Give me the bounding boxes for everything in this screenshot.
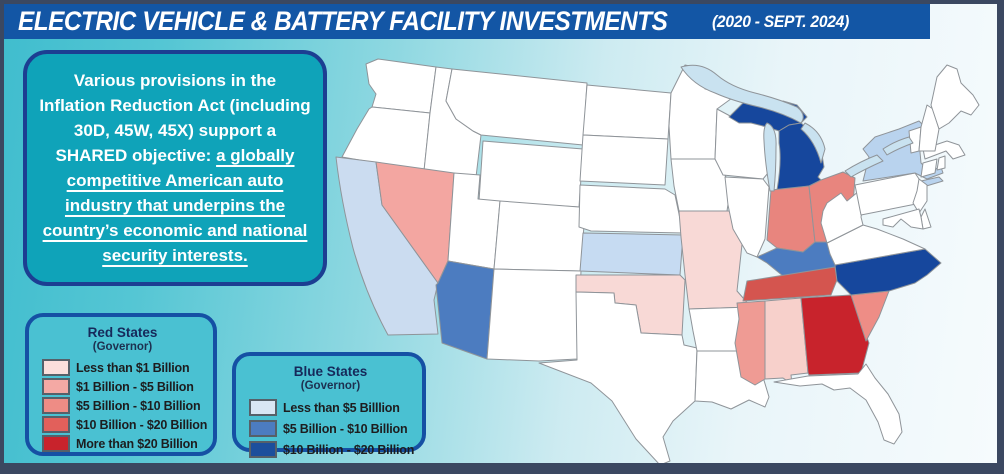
legend-swatch [42,397,70,414]
lake-michigan [763,122,777,192]
legend-label: $10 Billion - $20 Billion [76,417,208,432]
legend-blue-rows: Less than $5 Billlion $5 Billion - $10 Bi… [249,397,415,460]
state-RI [936,155,946,171]
legend-item: $5 Billion - $10 Billion [249,418,412,439]
legend-item: Less than $5 Billlion [249,397,412,418]
lake-ontario [882,136,914,156]
state-WY [478,140,584,208]
lake-erie [844,154,884,178]
state-IN [766,185,816,253]
state-ME [930,64,980,130]
legend-swatch [42,378,70,395]
legend-red-rows: Less than $1 Billion $1 Billion - $5 Bill… [42,358,207,453]
legend-swatch [249,441,277,458]
title-period: (2020 - SEPT. 2024) [711,11,849,31]
legend-red-subtitle: (Governor) [92,341,153,353]
state-TX [538,291,698,463]
legend-item: $10 Billion - $20 Billion [42,415,207,434]
legend-label: $10 Billion - $20 Billion [283,442,415,457]
legend-blue-states: Blue States (Governor) Less than $5 Bill… [232,352,426,458]
legend-label: $5 Billion - $10 Billion [283,421,408,436]
legend-swatch [249,399,277,416]
state-AL [764,297,809,385]
legend-label: More than $20 Billion [76,436,198,451]
legend-label: Less than $1 Billion [76,360,190,375]
state-WA [365,58,437,114]
state-TN [742,266,838,302]
legend-swatch [42,359,70,376]
state-CO [493,200,586,272]
us-choropleth-map [330,44,997,463]
lake-huron [800,122,826,164]
state-WV [820,190,866,244]
legend-label: $1 Billion - $5 Billion [76,379,194,394]
us-map-svg [335,58,980,463]
legend-swatch [42,435,70,452]
legend-red-title: Red States [87,325,158,340]
legend-swatch [249,420,277,437]
state-ND [582,84,672,140]
state-KS [579,232,684,276]
legend-item: $5 Billion - $10 Billion [42,396,203,415]
message-box: Various provisions in the Inflation Redu… [23,50,327,286]
state-NE [578,184,684,234]
state-CT [920,158,938,178]
legend-item: $1 Billion - $5 Billion [42,377,203,396]
lake-superior [680,64,804,124]
legend-blue-subtitle: (Governor) [300,380,361,392]
page-title: ELECTRIC VEHICLE & BATTERY FACILITY INVE… [18,6,668,36]
title-bar: ELECTRIC VEHICLE & BATTERY FACILITY INVE… [4,4,930,39]
state-FL [773,363,903,445]
message-text: Various provisions in the Inflation Redu… [39,68,311,268]
state-CA [335,156,439,336]
legend-item: Less than $1 Billion [42,358,203,377]
legend-red-states: Red States (Governor) Less than $1 Billi… [25,313,217,456]
message-intro: Various provisions in the Inflation Redu… [39,71,311,165]
legend-label: $5 Billion - $10 Billion [76,398,201,413]
message-emphasis: a globally competitive American auto ind… [42,146,308,265]
state-VA [826,224,926,266]
infographic-canvas: ELECTRIC VEHICLE & BATTERY FACILITY INVE… [4,4,997,463]
legend-swatch [42,416,70,433]
state-NM [486,268,582,362]
state-AZ [435,260,495,360]
legend-label: Less than $5 Billlion [283,400,400,415]
state-MD [882,208,924,230]
legend-item: More than $20 Billion [42,434,203,453]
state-SD [579,134,669,186]
legend-item: $10 Billion - $20 Billion [249,439,415,460]
legend-blue-title: Blue States [293,364,368,379]
